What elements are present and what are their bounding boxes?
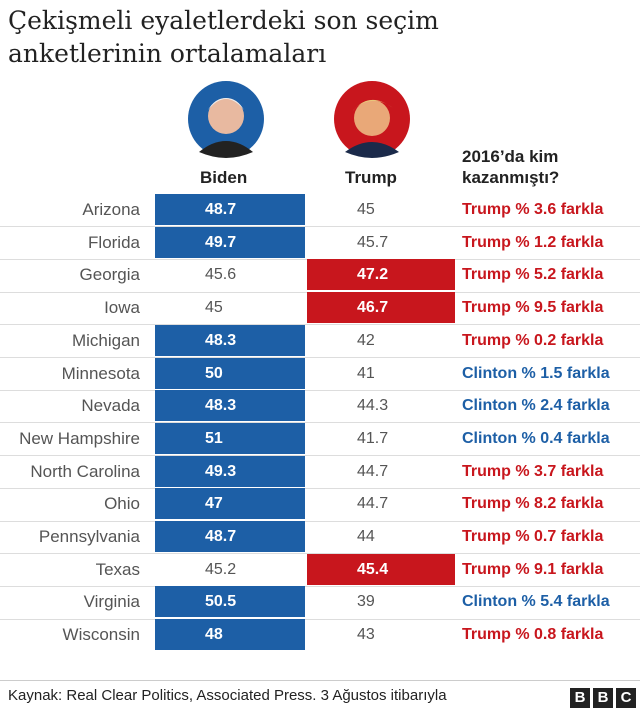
logo-letter: C: [616, 688, 636, 708]
row-separator: [0, 455, 640, 457]
row-separator: [0, 520, 640, 522]
trump-value: 43: [357, 626, 375, 644]
biden-value: 50: [155, 357, 305, 389]
trump-value: 46.7: [307, 292, 455, 324]
state-name: Florida: [88, 232, 140, 252]
title: Çekişmeli eyaletlerdeki son seçim anketl…: [8, 6, 439, 68]
trump-value: 44.7: [357, 462, 389, 480]
winner-2016: Clinton % 5.4 farkla: [462, 593, 610, 611]
trump-value: 45.4: [307, 553, 455, 585]
trump-value: 44: [357, 528, 375, 545]
winner-2016: Trump % 0.2 farkla: [462, 331, 604, 349]
trump-value: 41.7: [357, 429, 389, 447]
state-name: Virginia: [83, 592, 140, 612]
biden-value: 48.3: [155, 324, 305, 356]
biden-value: 48.3: [155, 390, 305, 422]
trump-value: 39: [357, 593, 375, 611]
biden-value: 47: [155, 488, 305, 520]
row-separator: [0, 357, 640, 358]
row-separator: [0, 487, 640, 489]
biden-value: 49.7: [155, 226, 305, 258]
winner-2016: Clinton % 2.4 farkla: [462, 397, 610, 415]
logo-letter: B: [570, 688, 590, 708]
biden-value: 49.3: [155, 455, 305, 487]
winner-2016: Trump % 0.8 farkla: [462, 626, 604, 644]
biden-value: 50.5: [155, 586, 305, 618]
column-header: Trump: [345, 168, 397, 187]
winner-2016: Clinton % 1.5 farkla: [462, 364, 610, 382]
biden-value: 51: [155, 422, 305, 454]
winner-2016: Trump % 0.7 farkla: [462, 528, 604, 545]
biden-value: 48.7: [155, 521, 305, 552]
trump-value: 44.7: [357, 495, 389, 513]
trump-value: 47.2: [307, 259, 455, 291]
trump-value: 45: [357, 201, 375, 218]
state-name: Michigan: [71, 330, 140, 350]
footer-rule: [0, 680, 640, 681]
winner-2016: Trump % 9.5 farkla: [462, 299, 604, 317]
winner-2016: Trump % 3.7 farkla: [462, 462, 604, 480]
state-name: Pennsylvania: [38, 527, 140, 546]
row-separator: [0, 585, 640, 587]
state-name: Wisconsin: [62, 625, 140, 645]
source: Kaynak: Real Clear Politics, Associated …: [8, 687, 447, 704]
winner-2016: Trump % 3.6 farkla: [462, 201, 604, 218]
biden-value: 48: [155, 619, 305, 651]
row-separator: [0, 324, 640, 326]
state-name: Iowa: [104, 298, 140, 318]
logo-letter: B: [593, 688, 613, 708]
row-separator: [0, 226, 640, 228]
biden-photo: [188, 81, 264, 158]
trump-photo: [334, 81, 410, 158]
state-name: New Hampshire: [19, 428, 140, 448]
winner-2016: Trump % 1.2 farkla: [462, 233, 604, 251]
trump-value: 41: [357, 364, 375, 382]
biden-value: 48.7: [155, 194, 305, 225]
column-header: Biden: [200, 168, 248, 187]
state-name: Arizona: [82, 200, 140, 219]
biden-value: 45: [205, 299, 223, 317]
row-separator: [0, 389, 640, 391]
trump-value: 44.3: [357, 397, 389, 415]
trump-value: 42: [357, 331, 375, 349]
winner-2016: Trump % 5.2 farkla: [462, 266, 604, 284]
state-name: Minnesota: [61, 363, 140, 383]
column-header: 2016’da kim kazanmıştı?: [462, 147, 560, 187]
state-name: Ohio: [104, 494, 140, 514]
state-name: North Carolina: [30, 461, 140, 481]
winner-2016: Trump % 9.1 farkla: [462, 560, 604, 578]
trump-value: 45.7: [357, 233, 389, 251]
state-name: Georgia: [79, 265, 140, 285]
biden-value: 45.2: [205, 560, 237, 578]
biden-value: 45.6: [205, 266, 237, 284]
state-name: Nevada: [81, 396, 140, 416]
row-separator: [0, 618, 640, 620]
row-separator: [0, 422, 640, 424]
winner-2016: Clinton % 0.4 farkla: [462, 429, 610, 447]
winner-2016: Trump % 8.2 farkla: [462, 495, 604, 513]
state-name: Texas: [95, 559, 140, 579]
